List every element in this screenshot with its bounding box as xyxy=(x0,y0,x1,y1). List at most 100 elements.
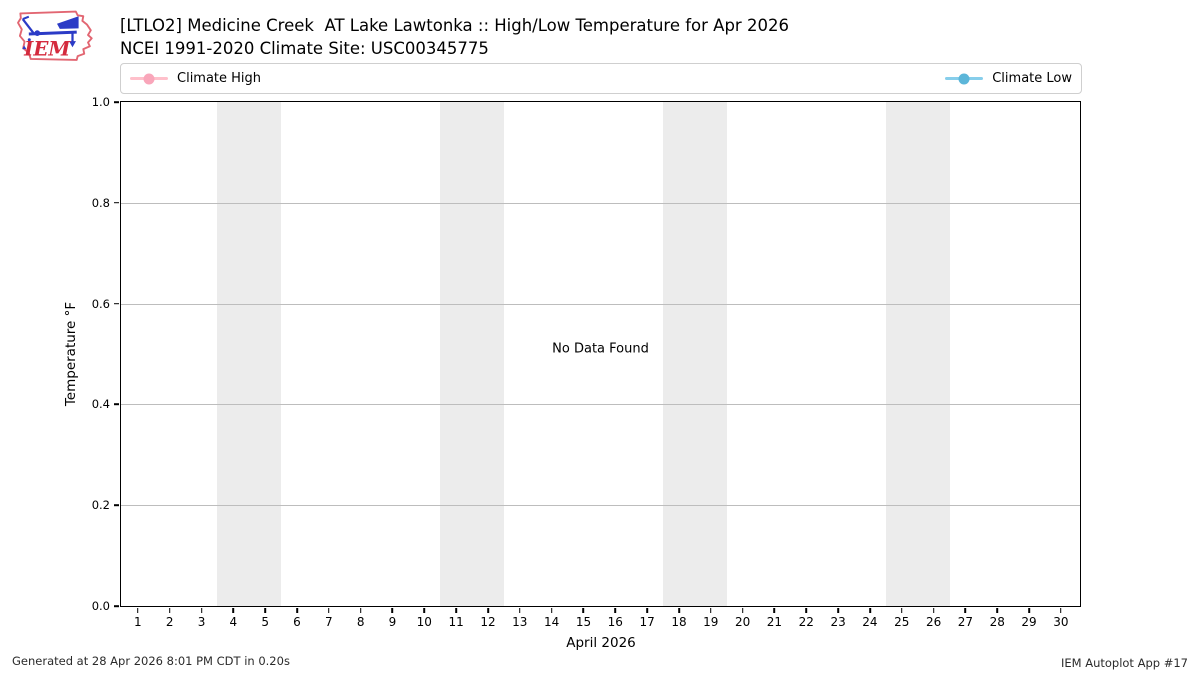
x-tick-mark xyxy=(709,608,712,613)
x-tick-label: 6 xyxy=(293,615,301,629)
climate-high-marker-icon xyxy=(130,73,168,85)
weekend-band xyxy=(217,102,282,606)
plot-area: No Data Found 0.0 0.2 0.4 0.6 0.8 1.0 1 2 3 4 5 6 7 8… xyxy=(92,95,1081,629)
x-tick-mark xyxy=(423,608,426,613)
x-tick-mark xyxy=(200,608,203,613)
x-tick-label: 23 xyxy=(830,615,846,629)
iem-logo: IEM xyxy=(17,10,93,61)
y-tick-label: 0.4 xyxy=(91,397,110,412)
x-tick-label: 13 xyxy=(512,615,528,629)
gridline xyxy=(121,505,1080,507)
x-tick-mark xyxy=(359,608,362,613)
y-tick-mark xyxy=(114,101,119,103)
x-tick-mark xyxy=(455,608,457,613)
x-tick-label: 3 xyxy=(197,615,206,629)
x-tick-mark xyxy=(487,608,489,613)
x-tick-mark xyxy=(137,608,139,613)
title-block: [LTLO2] Medicine Creek AT Lake Lawtonka … xyxy=(120,14,789,60)
x-tick-label: 27 xyxy=(957,615,974,629)
x-tick-mark xyxy=(614,608,617,613)
x-tick-label: 30 xyxy=(1053,615,1069,629)
x-tick-label: 10 xyxy=(416,615,432,629)
x-tick-mark xyxy=(964,608,967,613)
weekend-band xyxy=(885,102,950,606)
y-axis-label: Temperature °F xyxy=(63,301,79,407)
x-tick-mark xyxy=(932,608,935,613)
x-tick-mark xyxy=(232,608,235,613)
x-tick-label: 4 xyxy=(229,615,238,629)
legend-item-climate-low: Climate Low xyxy=(945,71,1072,86)
logo-iem-text: IEM xyxy=(23,37,71,61)
x-tick-label: 18 xyxy=(671,615,687,629)
x-tick-mark xyxy=(869,608,871,613)
x-tick-mark xyxy=(391,608,394,613)
app-attribution: IEM Autoplot App #17 xyxy=(1060,656,1188,670)
climate-low-marker-icon xyxy=(945,73,984,85)
gridline xyxy=(121,404,1080,406)
generated-timestamp: Generated at 28 Apr 2026 8:01 PM CDT in … xyxy=(12,654,290,668)
x-tick-mark xyxy=(550,608,553,613)
legend-label: Climate High xyxy=(177,71,262,86)
x-tick-label: 14 xyxy=(544,615,560,629)
x-tick-label: 28 xyxy=(989,615,1005,629)
y-tick-mark xyxy=(114,202,119,204)
x-tick-mark xyxy=(1028,608,1030,613)
y-tick-mark xyxy=(114,504,119,506)
legend-item-climate-high: Climate High xyxy=(130,71,261,86)
x-tick-label: 7 xyxy=(325,615,333,629)
x-tick-label: 1 xyxy=(134,615,142,629)
x-tick-label: 21 xyxy=(766,615,783,629)
x-tick-label: 26 xyxy=(925,615,942,629)
x-tick-mark xyxy=(582,608,585,613)
y-tick-label: 0.0 xyxy=(91,599,110,613)
x-tick-label: 5 xyxy=(261,615,269,629)
x-tick-label: 25 xyxy=(894,615,910,629)
x-tick-mark xyxy=(773,608,776,613)
x-tick-label: 12 xyxy=(480,615,496,629)
x-tick-label: 15 xyxy=(575,615,592,629)
x-tick-label: 24 xyxy=(862,615,878,629)
x-tick-label: 20 xyxy=(734,615,751,629)
x-tick-label: 22 xyxy=(798,615,814,629)
x-tick-mark xyxy=(1060,608,1062,613)
gridline xyxy=(121,202,1080,204)
chart-title: [LTLO2] Medicine Creek AT Lake Lawtonka … xyxy=(120,16,789,35)
x-axis-label: April 2026 xyxy=(566,635,636,651)
x-tick-mark xyxy=(996,608,999,613)
y-tick-mark xyxy=(114,403,119,406)
x-tick-label: 11 xyxy=(448,615,464,629)
x-tick-label: 16 xyxy=(607,615,623,629)
x-tick-label: 9 xyxy=(388,615,397,629)
y-tick-label: 0.8 xyxy=(91,195,110,210)
no-data-message: No Data Found xyxy=(552,341,649,357)
legend-label: Climate Low xyxy=(992,71,1072,86)
x-tick-label: 8 xyxy=(356,615,365,629)
x-tick-label: 17 xyxy=(639,615,655,629)
iowa-outline xyxy=(17,10,93,61)
y-tick-mark xyxy=(114,302,119,305)
x-tick-mark xyxy=(168,608,171,613)
x-tick-mark xyxy=(805,608,808,613)
y-tick-mark xyxy=(114,605,119,607)
x-tick-label: 2 xyxy=(165,615,174,629)
x-tick-label: 19 xyxy=(703,615,719,629)
y-tick-label: 1.0 xyxy=(91,95,110,109)
x-tick-mark xyxy=(646,608,648,613)
x-tick-mark xyxy=(519,608,521,613)
chart-subtitle: NCEI 1991-2020 Climate Site: USC00345775 xyxy=(120,39,489,58)
legend: Climate High Climate Low xyxy=(120,63,1082,94)
x-tick-mark xyxy=(837,608,839,613)
x-tick-mark xyxy=(741,608,744,613)
gridline xyxy=(121,303,1080,305)
x-tick-mark xyxy=(296,608,298,613)
weather-vane-icon xyxy=(21,15,79,50)
x-tick-mark xyxy=(678,608,680,613)
y-tick-label: 0.6 xyxy=(91,296,110,311)
y-tick-label: 0.2 xyxy=(91,498,110,513)
x-tick-mark xyxy=(264,608,266,613)
x-tick-label: 29 xyxy=(1021,615,1037,629)
x-tick-mark xyxy=(328,608,330,613)
weekend-band xyxy=(663,102,727,606)
x-tick-mark xyxy=(900,608,903,613)
